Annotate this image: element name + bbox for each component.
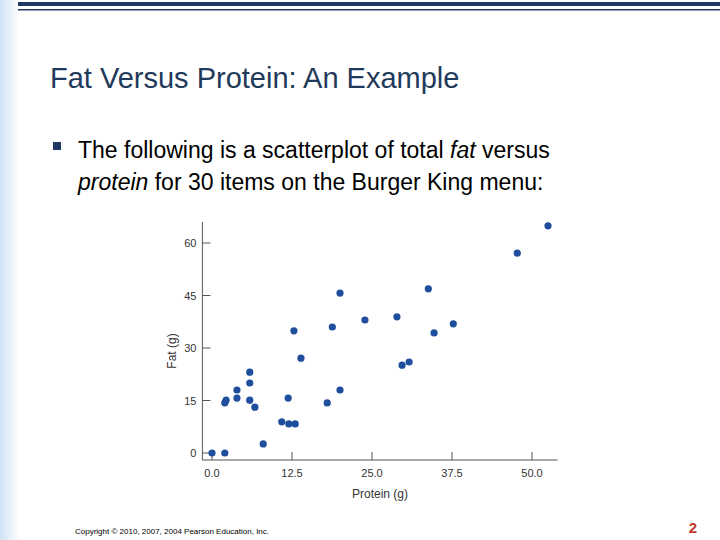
point [336,289,343,296]
point [246,379,253,386]
y-tick [202,295,210,296]
point [406,358,413,365]
point [278,418,285,425]
point [233,386,240,393]
point [544,222,551,229]
chart: 0 15 30 45 60 0.0 12.5 25.0 37.5 50.0 Protein (g) F… [165,222,558,501]
point [361,316,368,323]
x-tick [532,452,533,460]
slide-title: Fat Versus Protein: An Example [50,62,459,94]
point [514,250,521,257]
point [285,420,292,427]
bullet-text: The following is a scatterplot of total … [78,137,550,163]
points [208,222,551,456]
point [329,323,336,330]
y-tick-label: 0 [190,447,196,459]
point [393,313,400,320]
x-tick-label: 50.0 [521,467,542,479]
top-rule [18,9,720,11]
point [292,420,299,427]
text-run: fat [450,137,477,163]
text-run: for 30 items on the Burger King menu: [148,169,543,195]
x-tick-label: 0.0 [204,467,219,479]
point [450,320,457,327]
point [297,355,304,362]
y-tick [202,400,210,401]
point [398,362,405,369]
y-tick-label: 60 [184,237,196,249]
x-axis-label: Protein (g) [352,487,408,501]
point [285,394,292,401]
x-tick [372,452,373,460]
text-run: protein [77,169,148,195]
slide-canvas: Fat Versus Protein: An Example The follow… [0,0,720,540]
x-axis [202,460,557,461]
y-tick-label: 45 [184,290,196,302]
point [425,285,432,292]
point [251,404,258,411]
left-band [0,0,20,540]
bullet-text: protein for 30 items on the Burger King … [77,169,543,195]
point [246,369,253,376]
x-tick [292,452,293,460]
background [0,0,720,540]
x-tick [452,452,453,460]
x-tick-label: 25.0 [361,467,382,479]
y-tick [202,348,210,349]
x-tick-label: 37.5 [441,467,462,479]
x-tick-label: 12.5 [281,467,302,479]
y-axis [202,222,203,460]
point [290,327,297,334]
y-tick-label: 15 [184,395,196,407]
point [221,449,228,456]
point [222,397,229,404]
text-run: The following is a scatterplot of total [78,137,450,163]
point [430,329,437,336]
copyright: Copyright © 2010, 2007, 2004 Pearson Edu… [75,527,269,536]
point [324,399,331,406]
point [260,440,267,447]
bullet [53,142,61,150]
slide: Fat Versus Protein: An Example The follow… [0,0,720,540]
point [208,449,215,456]
point [246,397,253,404]
top-rule [18,2,720,6]
y-axis-label: Fat (g) [165,333,179,368]
point [336,386,343,393]
page-number: 2 [689,519,697,536]
y-tick [202,243,210,244]
y-tick-label: 30 [184,342,196,354]
point [233,394,240,401]
text-run: versus [476,137,550,163]
